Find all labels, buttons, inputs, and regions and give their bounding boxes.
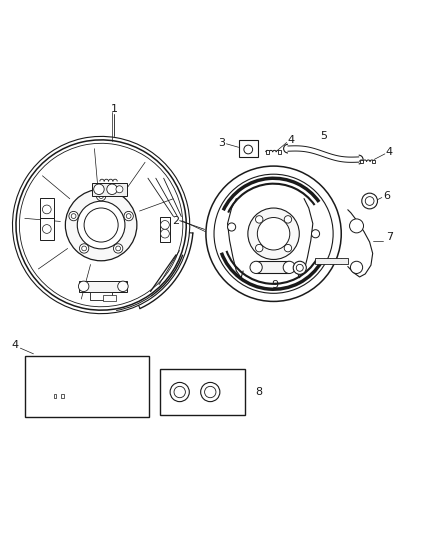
Circle shape xyxy=(96,191,106,201)
Circle shape xyxy=(255,245,263,252)
Circle shape xyxy=(99,193,103,198)
Circle shape xyxy=(107,184,117,195)
Bar xyxy=(266,150,269,154)
Bar xyxy=(160,369,245,415)
Bar xyxy=(278,150,282,154)
Circle shape xyxy=(71,214,76,219)
Circle shape xyxy=(170,382,189,402)
Text: 4: 4 xyxy=(386,147,393,157)
Circle shape xyxy=(293,261,306,274)
Circle shape xyxy=(350,219,364,233)
Circle shape xyxy=(82,246,86,251)
Bar xyxy=(92,183,127,196)
Bar xyxy=(79,281,127,292)
Bar xyxy=(360,159,363,164)
Circle shape xyxy=(94,184,104,195)
Text: 4: 4 xyxy=(11,340,19,350)
Circle shape xyxy=(78,281,89,292)
Circle shape xyxy=(250,261,262,273)
Bar xyxy=(40,198,54,221)
Circle shape xyxy=(77,201,125,249)
Circle shape xyxy=(255,216,263,223)
Text: 6: 6 xyxy=(384,191,391,201)
Circle shape xyxy=(205,386,216,398)
Bar xyxy=(239,140,258,157)
Text: 3: 3 xyxy=(219,138,226,148)
Circle shape xyxy=(116,246,120,251)
Circle shape xyxy=(228,223,236,231)
Circle shape xyxy=(118,281,128,292)
Circle shape xyxy=(248,208,299,260)
Circle shape xyxy=(258,217,290,250)
Bar xyxy=(160,217,170,241)
Text: 5: 5 xyxy=(320,131,327,141)
Circle shape xyxy=(124,212,133,221)
Text: 9: 9 xyxy=(271,280,279,290)
Text: 2: 2 xyxy=(172,216,179,225)
Bar xyxy=(315,258,348,264)
Bar xyxy=(372,159,375,164)
Bar xyxy=(103,295,117,301)
Circle shape xyxy=(42,205,51,214)
Bar xyxy=(25,356,149,417)
Circle shape xyxy=(296,264,303,271)
Text: 8: 8 xyxy=(255,387,262,397)
Text: 4: 4 xyxy=(287,135,295,145)
Circle shape xyxy=(116,186,123,193)
Circle shape xyxy=(161,221,170,229)
Circle shape xyxy=(113,244,123,253)
Circle shape xyxy=(201,382,220,402)
Circle shape xyxy=(65,189,137,261)
Bar xyxy=(61,394,64,398)
Circle shape xyxy=(84,208,118,242)
Circle shape xyxy=(126,214,131,219)
Circle shape xyxy=(284,216,292,223)
Circle shape xyxy=(283,261,295,273)
Circle shape xyxy=(161,229,170,238)
Circle shape xyxy=(311,230,320,238)
Text: 1: 1 xyxy=(111,104,118,114)
Circle shape xyxy=(79,244,89,253)
Circle shape xyxy=(350,261,363,273)
Bar xyxy=(256,261,289,273)
Bar xyxy=(40,217,54,240)
Circle shape xyxy=(365,197,374,205)
Bar xyxy=(90,292,112,300)
Text: 7: 7 xyxy=(386,232,393,242)
Circle shape xyxy=(362,193,378,209)
Circle shape xyxy=(174,386,185,398)
Circle shape xyxy=(42,224,51,233)
Circle shape xyxy=(284,245,292,252)
Circle shape xyxy=(69,212,78,221)
Bar xyxy=(53,394,56,398)
Circle shape xyxy=(244,145,253,154)
